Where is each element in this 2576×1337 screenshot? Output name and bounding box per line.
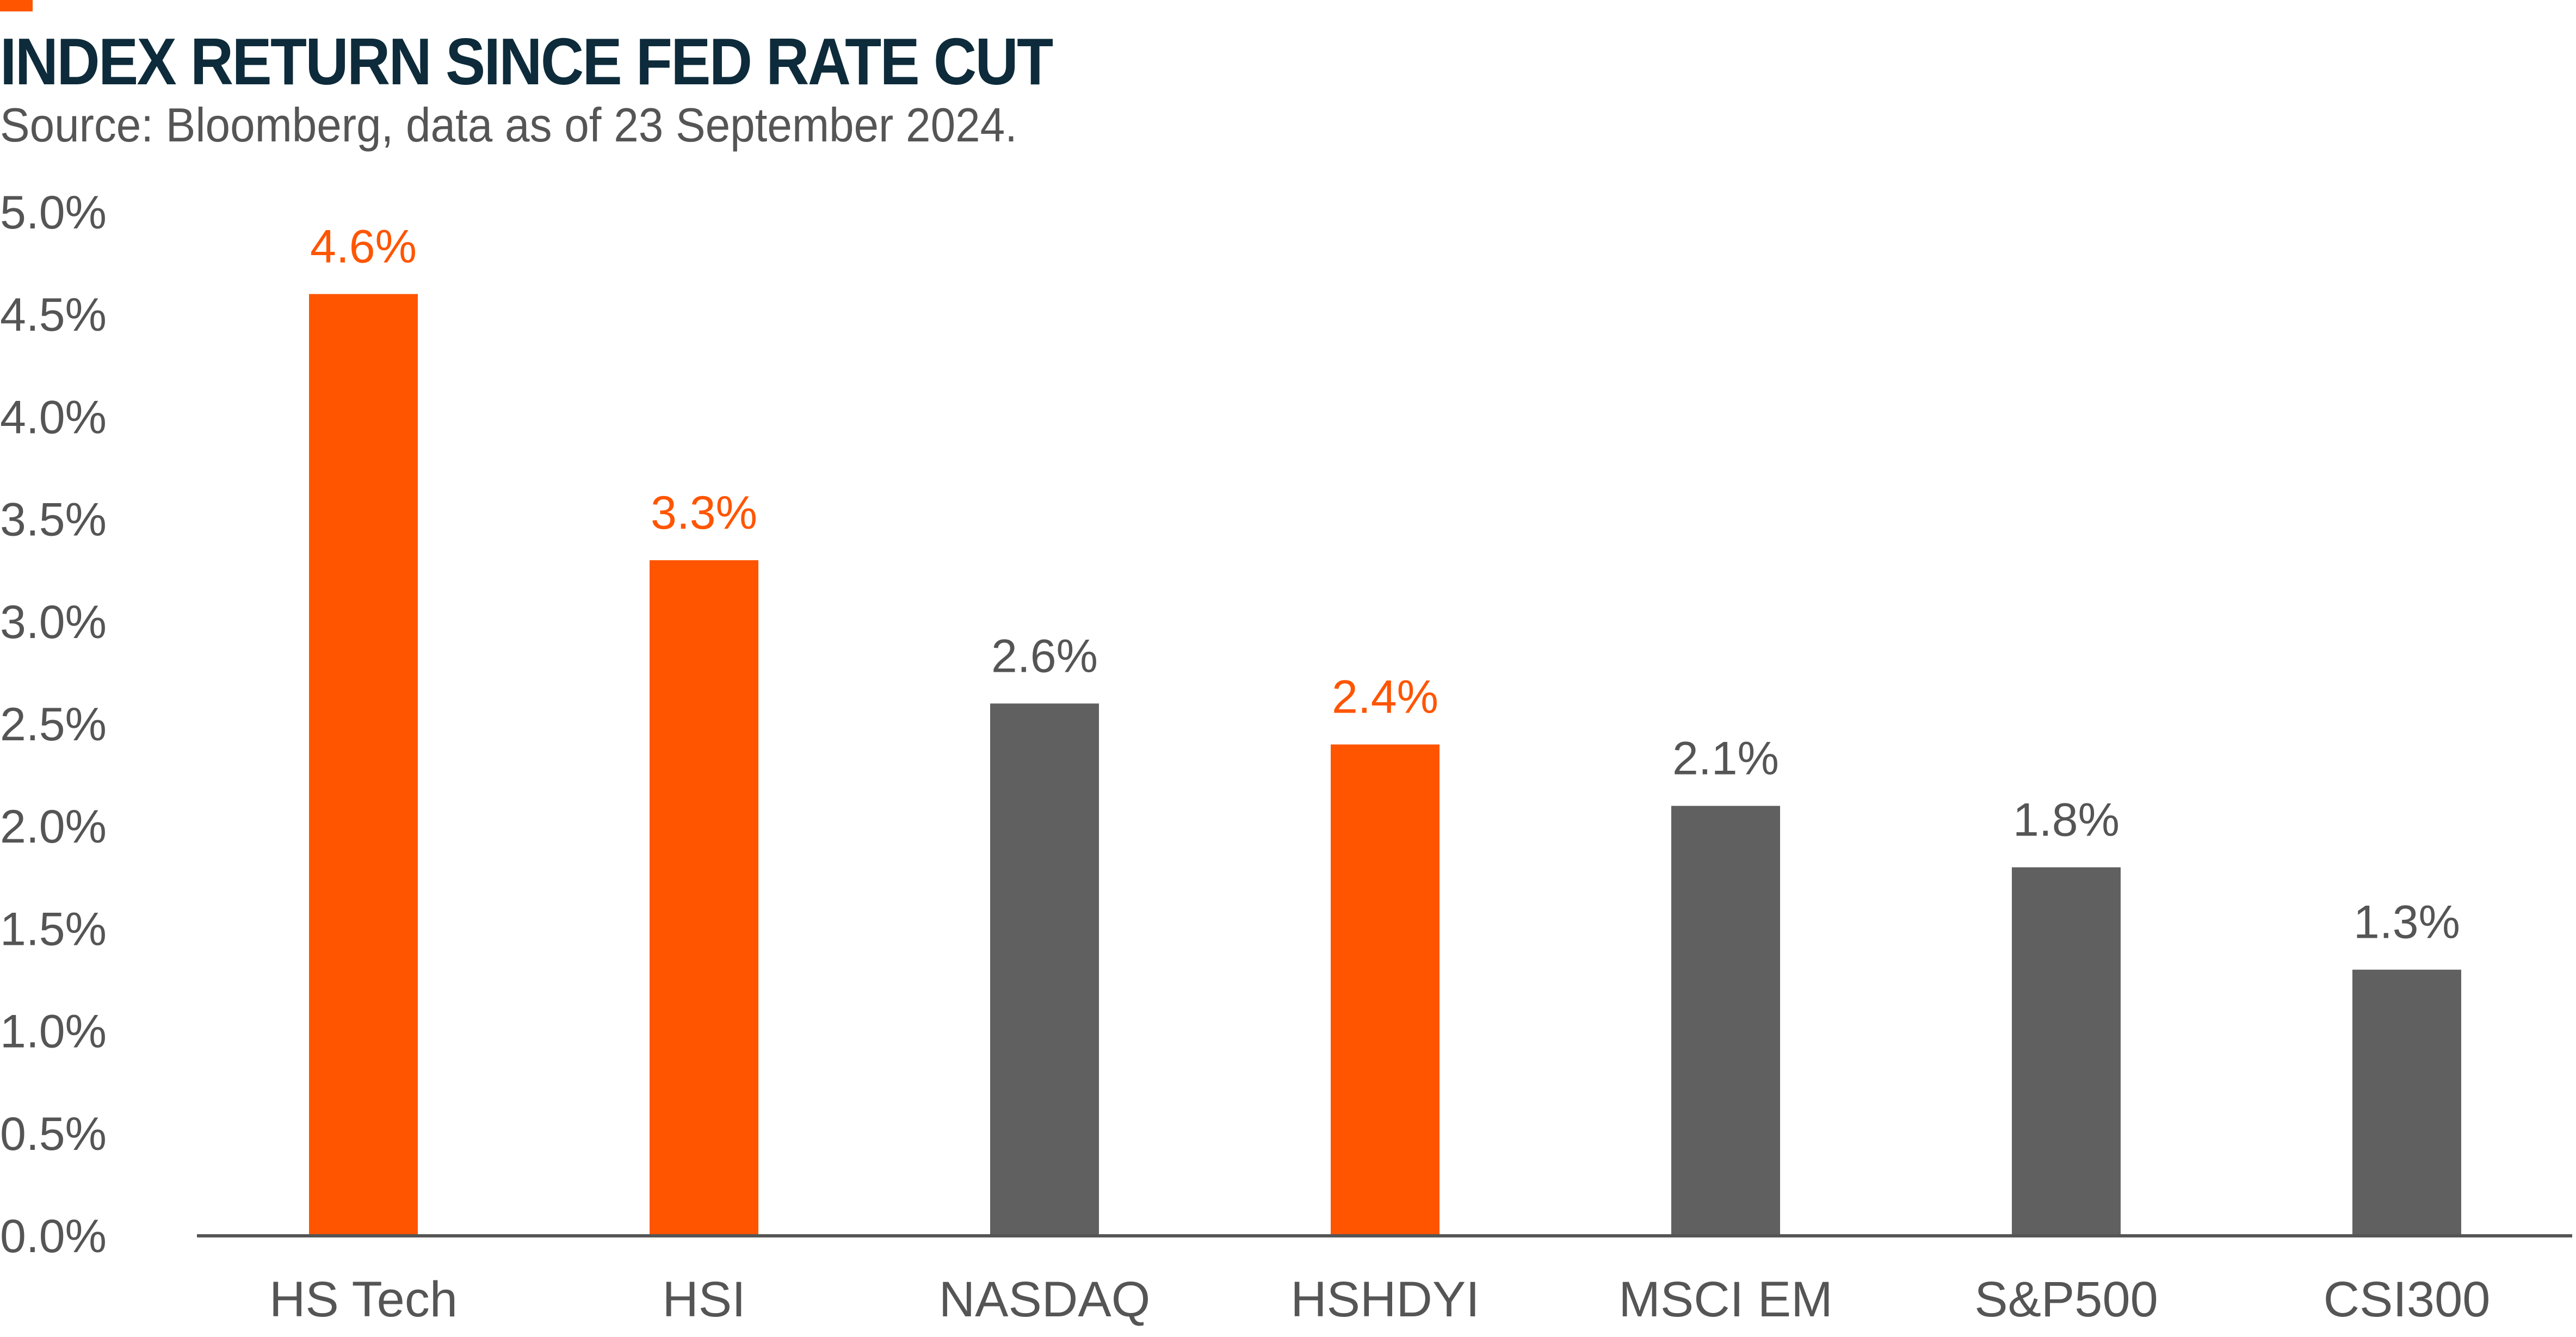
data-label: 2.1% (1672, 733, 1779, 785)
y-tick-label: 5.0% (0, 187, 107, 239)
data-label: 2.4% (1332, 671, 1438, 723)
bar (2352, 969, 2461, 1236)
x-tick-label: HS Tech (269, 1272, 458, 1327)
x-tick-label: MSCI EM (1619, 1272, 1833, 1327)
y-tick-label: 0.5% (0, 1108, 107, 1160)
y-tick-label: 4.0% (0, 391, 107, 443)
data-label: 3.3% (651, 487, 757, 539)
bar (990, 703, 1099, 1236)
y-axis: 0.0% 0.5% 1.0% 1.5% 2.0% 2.5% 3.0% 3.5% 4.0% 4.5%… (0, 187, 107, 1262)
x-tick-label: HSHDYI (1290, 1272, 1480, 1327)
y-tick-label: 1.0% (0, 1006, 107, 1058)
data-label: 1.8% (2013, 794, 2120, 846)
x-tick-label: HSI (662, 1272, 745, 1327)
y-tick-label: 3.5% (0, 494, 107, 546)
data-label: 1.3% (2353, 896, 2460, 949)
bars (309, 294, 2461, 1236)
data-label: 2.6% (991, 630, 1098, 682)
y-tick-label: 3.0% (0, 596, 107, 648)
bar (650, 560, 758, 1236)
y-tick-label: 2.5% (0, 698, 107, 751)
y-tick-label: 4.5% (0, 289, 107, 341)
x-tick-label: NASDAQ (939, 1272, 1151, 1327)
bar (1331, 744, 1440, 1236)
bar (1671, 806, 1780, 1236)
chart-subtitle: Source: Bloomberg, data as of 23 Septemb… (0, 98, 1017, 152)
bar (2012, 867, 2121, 1236)
y-tick-label: 0.0% (0, 1210, 107, 1262)
x-tick-label: S&P500 (1974, 1272, 2158, 1327)
chart-title: INDEX RETURN SINCE FED RATE CUT (0, 24, 1053, 98)
bar (309, 294, 418, 1236)
x-axis: HS Tech HSI NASDAQ HSHDYI MSCI EM S&P500 CSI30… (269, 1272, 2490, 1327)
x-tick-label: CSI300 (2324, 1272, 2491, 1327)
data-label: 4.6% (310, 221, 417, 273)
accent-mark (0, 0, 33, 11)
y-tick-label: 1.5% (0, 903, 107, 955)
y-tick-label: 2.0% (0, 801, 107, 853)
data-labels: 4.6% 3.3% 2.6% 2.4% 2.1% 1.8% 1.3% (310, 221, 2460, 949)
